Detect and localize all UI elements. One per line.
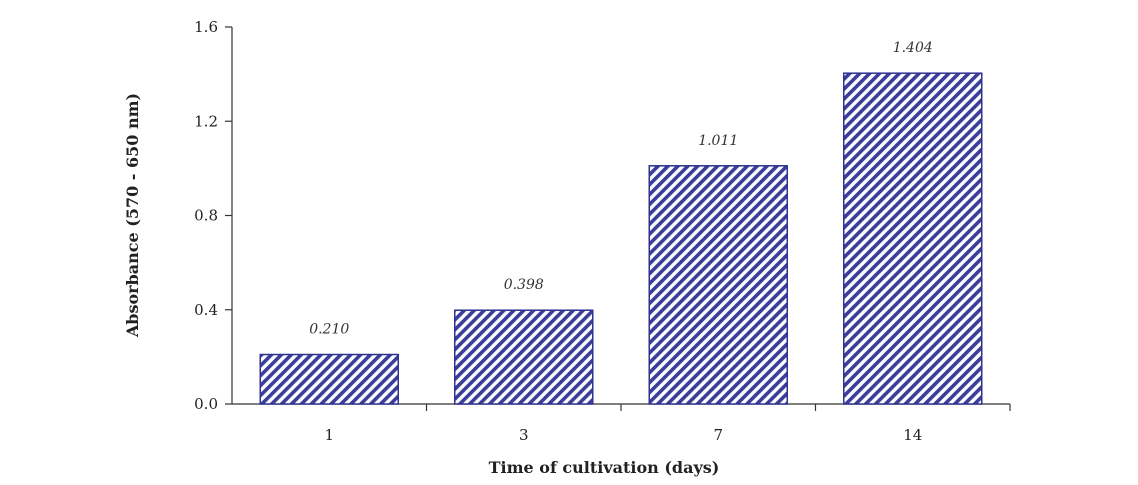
plot-area: 0.0 0.4 0.8 1.2 1.6 0.210 1 0.398 3 1.011 7 1.404 14 — [194, 18, 1011, 444]
bar — [259, 353, 399, 405]
x-axis-title: Time of cultivation (days) — [489, 458, 720, 477]
y-axis-title: Absorbance (570 - 650 nm) — [123, 93, 142, 338]
bar — [843, 72, 983, 405]
y-tick-label: 0.8 — [194, 207, 218, 225]
y-tick-label: 0.0 — [194, 395, 218, 413]
data-label: 1.011 — [698, 133, 738, 149]
data-label: 0.210 — [309, 322, 349, 338]
bar — [648, 165, 788, 405]
y-tick-label: 1.2 — [194, 112, 218, 130]
x-tick-label: 3 — [519, 426, 529, 444]
x-tick-label: 7 — [713, 426, 723, 444]
x-tick-label: 1 — [324, 426, 334, 444]
bar — [454, 309, 594, 405]
y-tick-label: 0.4 — [194, 301, 218, 319]
data-label: 1.404 — [893, 40, 933, 56]
y-tick-label: 1.6 — [194, 18, 218, 36]
data-label: 0.398 — [504, 277, 544, 293]
x-tick-label: 14 — [903, 426, 922, 444]
